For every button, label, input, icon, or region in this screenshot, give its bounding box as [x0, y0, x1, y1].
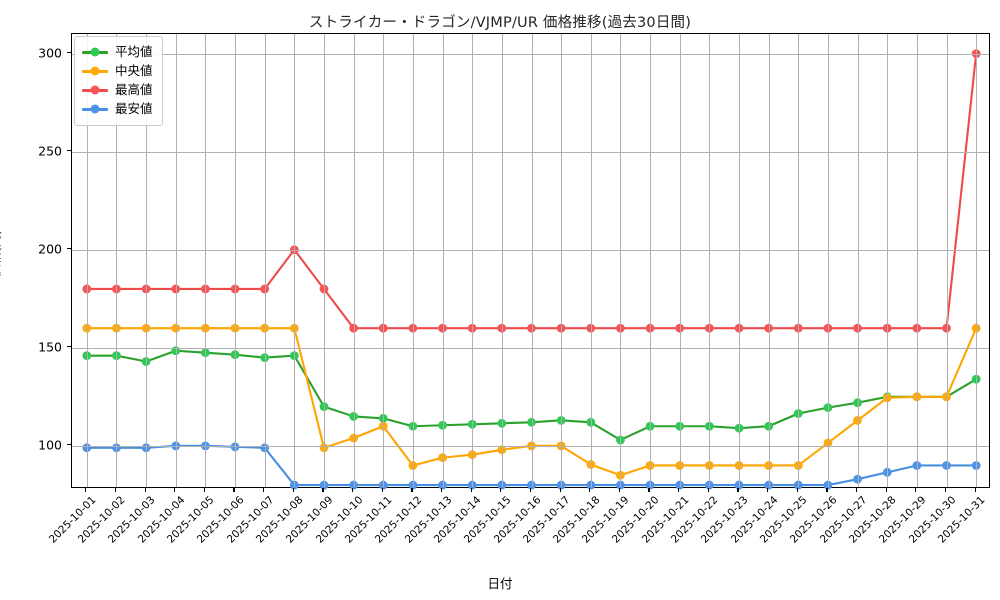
gridline-vertical	[116, 34, 118, 487]
x-tick-mark	[411, 488, 413, 492]
y-tick-mark	[67, 444, 71, 446]
y-tick-mark	[67, 248, 71, 250]
gridline-vertical	[739, 34, 741, 487]
legend-label: 最安値	[115, 101, 153, 117]
x-tick-mark	[737, 488, 739, 492]
x-tick-mark	[915, 488, 917, 492]
gridline-vertical	[501, 34, 503, 487]
gridline-vertical	[146, 34, 148, 487]
x-tick-mark	[529, 488, 532, 492]
gridline-vertical	[679, 34, 681, 487]
x-tick-mark	[470, 488, 472, 492]
gridline-vertical	[294, 34, 296, 487]
x-tick-mark	[114, 488, 117, 492]
x-tick-mark	[85, 488, 87, 492]
x-tick-mark	[233, 488, 235, 492]
legend-label: 平均値	[115, 44, 153, 60]
x-tick-mark	[174, 488, 176, 492]
gridline-vertical	[916, 34, 918, 487]
y-tick-label: 100	[38, 437, 62, 453]
x-tick-mark	[203, 488, 205, 492]
gridline-vertical	[442, 34, 444, 487]
y-tick-label: 200	[38, 241, 62, 257]
y-tick-label: 250	[38, 143, 62, 159]
legend-line-swatch	[82, 66, 108, 76]
x-tick-mark	[974, 488, 976, 492]
gridline-vertical	[235, 34, 237, 487]
legend-line-swatch	[82, 47, 108, 57]
y-tick-mark	[67, 346, 71, 348]
x-tick-mark	[292, 488, 294, 492]
gridline-vertical	[323, 34, 325, 487]
gridline-horizontal	[72, 445, 989, 447]
gridline-vertical	[650, 34, 652, 487]
legend-marker-dot	[90, 47, 100, 57]
x-tick-mark	[648, 488, 650, 492]
gridline-vertical	[86, 34, 88, 487]
legend-line-swatch	[82, 85, 108, 95]
legend-item-1[interactable]: 平均値	[82, 43, 153, 62]
x-axis-label: 日付	[487, 576, 513, 591]
gridline-vertical	[264, 34, 266, 487]
x-tick-mark	[826, 488, 828, 492]
chart-legend: 平均値中央値最高値最安値	[74, 36, 163, 126]
gridline-vertical	[976, 34, 978, 487]
x-tick-mark	[263, 488, 265, 492]
legend-label: 最高値	[115, 82, 153, 98]
legend-marker-dot	[90, 85, 100, 95]
x-tick-mark	[589, 488, 591, 492]
x-tick-mark	[352, 488, 354, 492]
gridline-vertical	[531, 34, 533, 487]
gridline-vertical	[798, 34, 800, 487]
legend-item-2[interactable]: 中央値	[82, 62, 153, 81]
x-tick-mark	[707, 488, 709, 492]
gridline-vertical	[887, 34, 889, 487]
x-tick-mark	[322, 488, 324, 492]
x-tick-mark	[885, 488, 887, 492]
gridline-vertical	[620, 34, 622, 487]
legend-marker-dot	[90, 104, 100, 114]
gridline-vertical	[768, 34, 770, 487]
legend-marker-dot	[90, 66, 100, 76]
gridline-vertical	[205, 34, 207, 487]
x-tick-mark	[944, 488, 947, 492]
gridline-vertical	[561, 34, 563, 487]
y-tick-mark	[67, 52, 71, 54]
y-tick-mark	[67, 150, 71, 152]
gridline-vertical	[857, 34, 859, 487]
chart-title: ストライカー・ドラゴン/VJMP/UR 価格推移(過去30日間)	[308, 15, 692, 31]
gridline-horizontal	[72, 53, 989, 55]
gridline-horizontal	[72, 249, 989, 251]
gridline-vertical	[827, 34, 829, 487]
gridline-vertical	[709, 34, 711, 487]
gridline-vertical	[412, 34, 414, 487]
gridline-vertical	[946, 34, 948, 487]
y-tick-label: 300	[38, 45, 62, 61]
x-tick-mark	[440, 488, 443, 492]
x-tick-mark	[678, 488, 680, 492]
gridline-vertical	[383, 34, 385, 487]
x-tick-mark	[500, 488, 502, 492]
gridline-vertical	[590, 34, 592, 487]
gridline-vertical	[472, 34, 474, 487]
legend-line-swatch	[82, 104, 108, 114]
x-tick-mark	[767, 488, 769, 492]
gridline-vertical	[175, 34, 177, 487]
plot-area	[71, 33, 990, 490]
legend-item-4[interactable]: 最安値	[82, 100, 153, 119]
x-tick-label: 2025-10-31	[936, 494, 988, 546]
gridline-horizontal	[72, 347, 989, 349]
x-tick-mark	[796, 488, 798, 492]
gridline-vertical	[353, 34, 355, 487]
legend-item-3[interactable]: 最高値	[82, 81, 153, 100]
x-tick-mark	[381, 488, 383, 492]
x-tick-mark	[618, 488, 621, 492]
gridline-horizontal	[72, 151, 989, 153]
legend-label: 中央値	[115, 63, 153, 79]
y-tick-label: 150	[38, 339, 62, 355]
x-tick-mark	[559, 488, 561, 492]
x-tick-mark	[856, 488, 858, 492]
x-tick-mark	[144, 488, 146, 492]
